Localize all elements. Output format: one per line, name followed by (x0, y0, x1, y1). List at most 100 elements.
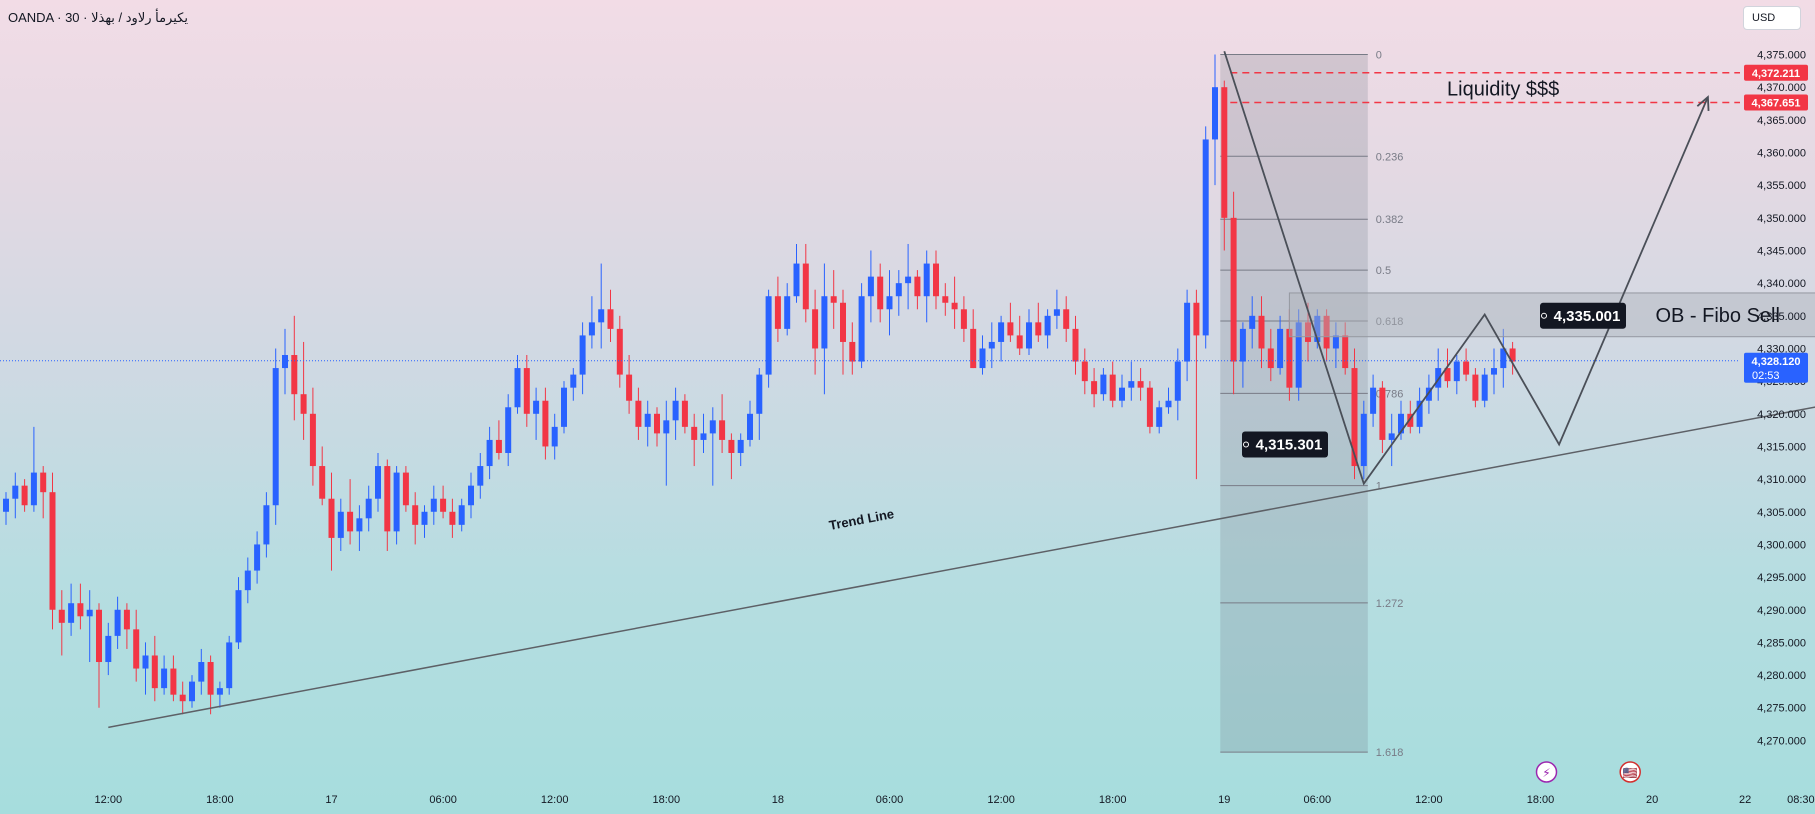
bear-candle (123, 603, 130, 649)
bull-candle (272, 348, 279, 525)
candle-body (542, 400, 549, 447)
price-tick-label: 4,300.000 (1757, 539, 1806, 551)
bull-candle (1360, 400, 1367, 480)
bull-candle (1416, 387, 1423, 434)
time-tick-label: 18:00 (1099, 794, 1127, 806)
bear-candle (1193, 289, 1200, 480)
bear-candle (384, 459, 391, 551)
candle-body (988, 341, 995, 349)
bear-candle (179, 681, 186, 715)
candle-body (1295, 322, 1302, 388)
bull-candle (1212, 54, 1218, 186)
candle-body (170, 668, 177, 695)
candle-body (58, 609, 65, 623)
bull-candle (561, 381, 567, 434)
candle-body (942, 296, 949, 303)
bull-candle (198, 648, 205, 695)
time-tick-label: 12:00 (987, 794, 1015, 806)
candle-body (998, 322, 1005, 342)
candle-body (719, 420, 726, 440)
candle-body (635, 400, 642, 427)
currency-button[interactable]: USD (1743, 6, 1801, 30)
candle-body (1305, 322, 1311, 342)
bull-candle (1491, 348, 1497, 395)
time-tick-label: 19 (1218, 794, 1230, 806)
bull-candle (263, 492, 270, 558)
candle-body (737, 439, 744, 453)
candle-body (1063, 309, 1070, 329)
bull-candle (988, 322, 995, 369)
bear-candle (412, 492, 419, 545)
bull-candle (700, 413, 707, 453)
candle-body (1463, 361, 1470, 375)
candle-body (747, 413, 753, 440)
candle-body (793, 263, 800, 297)
time-tick-label: 18 (772, 794, 784, 806)
candle-body (607, 309, 614, 329)
bear-candle (1221, 80, 1228, 251)
bear-candle (951, 276, 958, 329)
candle-body (1472, 374, 1479, 401)
candle-body (1156, 407, 1163, 427)
bear-candle (1063, 296, 1070, 342)
bear-candle (840, 289, 846, 375)
bear-candle (1472, 368, 1479, 408)
bear-candle (691, 413, 698, 467)
candle-body (495, 439, 502, 453)
bull-candle (505, 394, 512, 467)
bull-candle (1053, 289, 1060, 329)
bull-candle (86, 590, 93, 663)
liquidity-high-tag-bg (1744, 64, 1808, 81)
candle-body (561, 387, 567, 427)
bull-candle (468, 472, 474, 519)
bear-candle (402, 466, 409, 512)
bear-candle (970, 309, 977, 369)
bear-candle (616, 315, 623, 388)
bear-candle (1342, 322, 1349, 375)
candle-body (449, 511, 456, 525)
bear-candle (849, 322, 856, 375)
price-tick-label: 4,290.000 (1757, 605, 1806, 617)
fib-level-label: 0.382 (1376, 214, 1404, 226)
candle-body (1453, 361, 1460, 382)
candle-body (905, 276, 912, 284)
fib-level-label: 0.236 (1376, 151, 1404, 163)
candle-body (579, 335, 586, 375)
candle-body (421, 511, 428, 525)
candle-body (1146, 387, 1153, 427)
bull-candle (765, 289, 772, 388)
price-tags: 4,372.211 4,367.651 4,328.120 02:53 4,335.00… (1242, 64, 1808, 458)
candle-body (1221, 87, 1228, 218)
candle-body (365, 498, 372, 519)
bull-candle (1202, 126, 1209, 349)
bear-candle (151, 635, 158, 702)
bear-candle (49, 472, 56, 630)
bull-candle (356, 505, 363, 551)
bear-candle (877, 263, 884, 323)
price-tick-label: 4,295.000 (1757, 572, 1806, 584)
candle-body (728, 439, 735, 453)
bear-candle (40, 466, 47, 519)
candle-body (1165, 400, 1172, 408)
entry-price-tag: 4,315.301 (1256, 436, 1323, 453)
bull-candle (1388, 413, 1395, 467)
fib-level-label: 0.618 (1376, 316, 1404, 328)
price-tick-label: 4,370.000 (1757, 82, 1806, 94)
bull-candle (1128, 361, 1135, 401)
us-flag-icon: 🇺🇸 (1619, 761, 1641, 783)
candle-body (1193, 302, 1200, 336)
candle-body (1509, 348, 1516, 362)
candle-body (1444, 368, 1451, 382)
fib-level-label: 1.618 (1376, 747, 1404, 759)
candle-body (1026, 322, 1032, 349)
price-tick-label: 4,310.000 (1757, 474, 1806, 486)
liquidity-high-tag: 4,372.211 (1752, 68, 1800, 80)
candle-body (1044, 315, 1051, 336)
candle-body (1128, 381, 1135, 388)
candle-body (1109, 374, 1116, 401)
order-block-label: OB - Fibo Sell (1655, 305, 1779, 327)
time-tick-label: 18:00 (206, 794, 234, 806)
bull-candle (1119, 374, 1125, 408)
bear-candle (170, 655, 177, 702)
